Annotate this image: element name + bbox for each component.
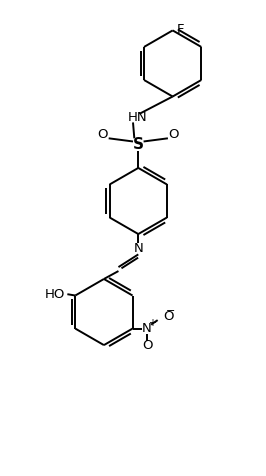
Text: HO: HO bbox=[45, 288, 65, 301]
Text: HN: HN bbox=[128, 111, 147, 124]
Text: O: O bbox=[169, 128, 179, 141]
Text: N: N bbox=[142, 322, 152, 335]
Text: −: − bbox=[166, 306, 176, 316]
Text: F: F bbox=[177, 22, 184, 36]
Text: O: O bbox=[142, 339, 152, 352]
Text: S: S bbox=[133, 137, 144, 152]
Text: O: O bbox=[97, 128, 108, 141]
Text: O: O bbox=[163, 310, 173, 323]
Text: +: + bbox=[148, 318, 156, 328]
Text: N: N bbox=[134, 242, 143, 255]
